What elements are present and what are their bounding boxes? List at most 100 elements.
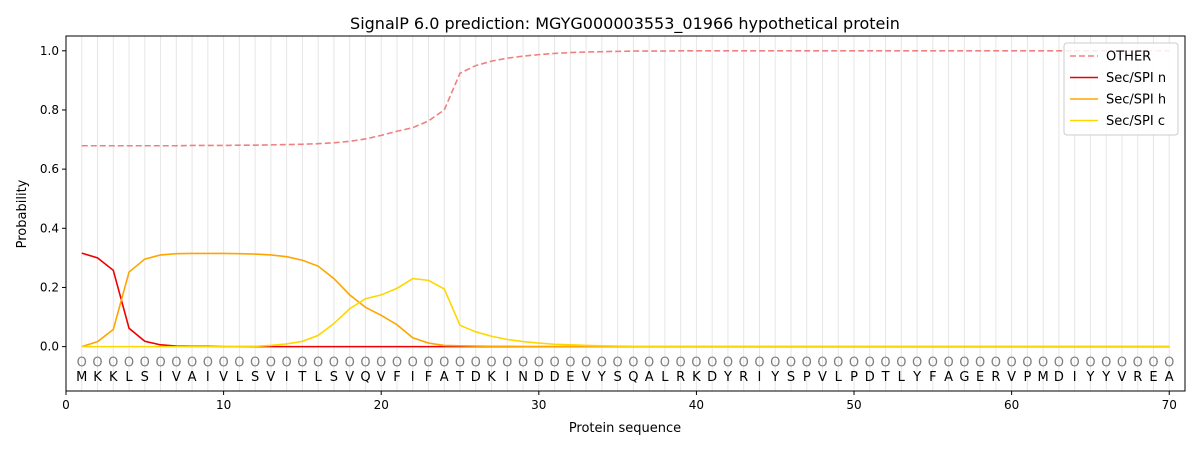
residue-label: L (661, 370, 669, 385)
sequence-labels: OMOKOKOLOSOIOVOAOIOVOLOSOVOIOTOLOSOVOQOV… (76, 355, 1174, 385)
region-label: O (817, 355, 827, 370)
x-tick-label: 10 (216, 398, 231, 412)
series-lines (81, 49, 1170, 348)
residue-label: V (219, 370, 228, 385)
y-tick-label: 0.8 (40, 103, 59, 117)
residue-label: R (739, 370, 748, 385)
region-label: O (1007, 355, 1017, 370)
residue-label: E (566, 370, 574, 385)
residue-label: I (206, 370, 210, 385)
region-label: O (155, 355, 165, 370)
region-label: O (912, 355, 922, 370)
region-label: O (849, 355, 859, 370)
x-tick-label: 40 (689, 398, 704, 412)
residue-label: D (534, 370, 544, 385)
y-tick-label: 1.0 (40, 44, 59, 58)
region-label: O (723, 355, 733, 370)
region-label: O (549, 355, 559, 370)
residue-label: F (929, 370, 936, 385)
residue-label: A (1165, 370, 1174, 385)
residue-label: D (1054, 370, 1064, 385)
region-label: O (1101, 355, 1111, 370)
region-label: O (1038, 355, 1048, 370)
residue-label: K (487, 370, 496, 385)
region-label: O (329, 355, 339, 370)
residue-label: K (93, 370, 102, 385)
region-label: O (754, 355, 764, 370)
residue-label: S (787, 370, 795, 385)
legend: OTHER Sec/SPI n Sec/SPI h Sec/SPI c (1063, 42, 1179, 136)
region-label: O (896, 355, 906, 370)
region-label: O (376, 355, 386, 370)
residue-label: F (425, 370, 432, 385)
residue-label: I (411, 370, 415, 385)
region-label: O (928, 355, 938, 370)
region-label: O (360, 355, 370, 370)
residue-label: E (976, 370, 984, 385)
residue-label: K (109, 370, 118, 385)
residue-label: D (865, 370, 875, 385)
residue-label: F (393, 370, 400, 385)
x-tick-label: 60 (1004, 398, 1019, 412)
x-tick-label: 50 (846, 398, 861, 412)
residue-label: D (707, 370, 717, 385)
y-tick-label: 0.0 (40, 340, 59, 354)
region-label: O (534, 355, 544, 370)
residue-label: I (1073, 370, 1077, 385)
residue-label: R (676, 370, 685, 385)
series-line-other (81, 49, 1170, 147)
residue-label: D (471, 370, 481, 385)
region-label: O (392, 355, 402, 370)
region-label: O (565, 355, 575, 370)
residue-label: I (159, 370, 163, 385)
residue-label: S (141, 370, 149, 385)
region-label: O (786, 355, 796, 370)
y-axis-label: Probability (15, 179, 30, 248)
region-label: O (739, 355, 749, 370)
residue-label: L (236, 370, 244, 385)
residue-label: S (251, 370, 259, 385)
region-label: O (613, 355, 623, 370)
region-label: O (1164, 355, 1174, 370)
series-line-sec-spi-n (81, 252, 1170, 348)
residue-label: L (125, 370, 133, 385)
region-label: O (345, 355, 355, 370)
region-label: O (486, 355, 496, 370)
x-tick-label: 20 (374, 398, 389, 412)
residue-label: V (818, 370, 827, 385)
residue-label: P (850, 370, 858, 385)
region-label: O (597, 355, 607, 370)
region-label: O (628, 355, 638, 370)
residue-label: T (881, 370, 890, 385)
residue-label: P (1023, 370, 1031, 385)
residue-label: A (188, 370, 197, 385)
x-axis-label: Protein sequence (569, 421, 681, 436)
legend-label: OTHER (1106, 50, 1151, 65)
legend-label: Sec/SPI c (1106, 114, 1165, 129)
region-label: O (1148, 355, 1158, 370)
residue-label: A (645, 370, 654, 385)
residue-label: M (1038, 370, 1049, 385)
y-tick-label: 0.2 (40, 280, 59, 294)
region-label: O (266, 355, 276, 370)
y-axis-ticks: 0.0 0.2 0.4 0.6 0.8 1.0 (40, 44, 66, 354)
residue-label: Y (1101, 370, 1110, 385)
region-label: O (943, 355, 953, 370)
residue-label: V (1007, 370, 1016, 385)
residue-label: T (455, 370, 464, 385)
region-label: O (203, 355, 213, 370)
region-label: O (880, 355, 890, 370)
residue-label: G (959, 370, 969, 385)
residue-label: Y (597, 370, 606, 385)
residue-label: Q (628, 370, 638, 385)
residue-label: I (505, 370, 509, 385)
legend-box (1063, 42, 1179, 136)
residue-label: V (172, 370, 181, 385)
region-label: O (991, 355, 1001, 370)
region-label: O (92, 355, 102, 370)
region-label: O (471, 355, 481, 370)
region-label: O (581, 355, 591, 370)
vertical-grid (81, 36, 1170, 391)
residue-label: I (758, 370, 762, 385)
